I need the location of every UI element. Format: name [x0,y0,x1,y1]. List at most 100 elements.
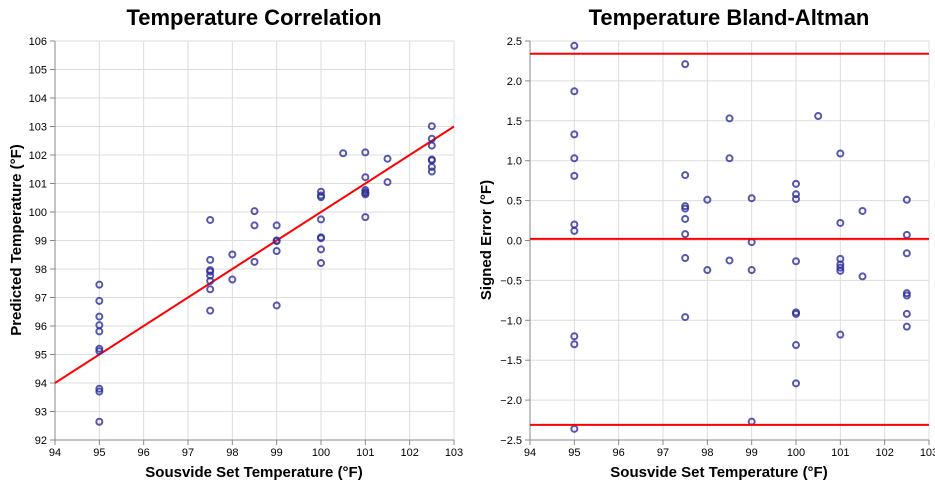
correlation-point [427,122,436,131]
bland-altman-point [703,266,712,275]
correlation-point [427,156,436,165]
correlation-point [272,237,281,246]
bland-altman-point [570,332,579,341]
correlation-point [206,285,215,294]
bland-altman-point [570,340,579,349]
bland-altman-point [814,112,823,121]
bland-altman-chart-title: Temperature Bland-Altman [589,5,870,30]
bland-altman-point [902,249,911,258]
bland-altman-point [681,230,690,239]
bland-altman-y-tick-label: −2.0 [500,395,522,407]
bland-altman-y-axis-label: Signed Error (°F) [478,180,495,300]
bland-altman-x-axis-label: Sousvide Set Temperature (°F) [610,464,827,481]
bland-altman-point [792,195,800,204]
bland-altman-y-tick-label: 2.5 [507,36,522,48]
bland-altman-point [902,322,911,331]
bland-altman-point [902,195,911,204]
bland-altman-point [747,194,756,203]
correlation-point [206,306,215,315]
correlation-point [427,167,436,176]
bland-altman-x-tick-label: 98 [701,447,713,459]
correlation-point [206,255,215,264]
correlation-point [383,154,392,163]
correlation-points [95,122,436,426]
correlation-point [383,178,392,187]
bland-altman-grid [529,40,930,441]
bland-altman-point [792,309,800,318]
bland-altman-chart: Temperature Bland-Altman 94 95 96 97 98 99 100… [478,5,935,481]
correlation-point [361,173,370,182]
correlation-tick-labels: 94 95 96 97 98 99 100 101 102 103 92 93 94 95 96 97 98 99… [29,36,464,459]
bland-altman-point [703,195,712,204]
bland-altman-y-tick-label: −2.5 [500,435,522,447]
correlation-x-tick-label: 103 [445,447,463,459]
bland-altman-point [836,266,845,275]
correlation-y-tick-label: 94 [35,378,47,390]
bland-altman-point [792,179,800,188]
bland-altman-y-tick-label: −1.5 [500,355,522,367]
bland-altman-point [836,149,845,158]
bland-altman-y-tick-label: 2.0 [507,76,522,88]
bland-altman-point [681,214,690,223]
correlation-y-tick-label: 103 [29,122,47,134]
bland-altman-tick-labels: 94 95 96 97 98 99 100 101 102 103 −2.5 −2.0 −1.5 −1.0… [500,36,935,459]
bland-altman-x-tick-label: 102 [875,447,893,459]
correlation-point [317,234,325,243]
correlation-chart-title: Temperature Correlation [126,5,381,30]
correlation-point [427,134,436,143]
correlation-point [206,276,215,285]
bland-altman-y-tick-label: −1.0 [500,315,522,327]
bland-altman-limit-lines [530,52,929,426]
correlation-y-tick-label: 100 [29,207,47,219]
correlation-point [317,215,325,224]
correlation-x-axis-label: Sousvide Set Temperature (°F) [145,464,362,481]
bland-altman-point [681,313,690,322]
bland-altman-y-tick-label: 1.0 [507,156,522,168]
correlation-y-axis-label: Predicted Temperature (°F) [8,144,25,336]
correlation-point [250,257,259,266]
bland-altman-x-tick-label: 101 [831,447,849,459]
bland-altman-point [902,291,911,300]
bland-altman-x-tick-label: 97 [657,447,669,459]
correlation-y-tick-label: 92 [35,435,47,447]
correlation-point [206,267,215,276]
bland-altman-point [570,41,579,50]
bland-altman-point [681,204,690,213]
correlation-point [95,417,104,426]
correlation-point [317,259,325,268]
correlation-x-tick-label: 101 [356,447,374,459]
correlation-point [228,275,237,284]
correlation-fit-line-group [54,125,455,384]
bland-altman-point [725,256,734,265]
bland-altman-point [570,87,579,96]
correlation-point [427,141,436,150]
bland-altman-point [792,190,800,199]
bland-altman-point [570,171,579,180]
correlation-x-tick-label: 99 [271,447,283,459]
bland-altman-y-tick-label: 0.0 [507,236,522,248]
bland-altman-point [681,60,690,69]
bland-altman-point [570,154,579,163]
bland-altman-x-tick-label: 103 [920,447,935,459]
correlation-point [228,250,237,259]
correlation-fit-line [54,125,455,384]
correlation-chart: Temperature Correlation 94 95 96 97 98 99 100 1… [8,5,463,481]
correlation-point [317,245,325,254]
bland-altman-point [792,379,800,388]
correlation-point [95,296,104,305]
bland-altman-point [681,254,690,263]
bland-altman-axes [525,40,930,445]
bland-altman-point [902,230,911,239]
correlation-point [361,190,370,199]
bland-altman-x-tick-label: 99 [746,447,758,459]
bland-altman-point [792,341,800,350]
correlation-point [250,221,259,230]
correlation-point [95,384,104,393]
bland-altman-point [836,330,845,339]
bland-altman-point [836,263,845,272]
correlation-x-tick-label: 98 [226,447,238,459]
correlation-x-tick-label: 100 [312,447,330,459]
correlation-y-tick-label: 95 [35,350,47,362]
bland-altman-points [570,41,911,433]
